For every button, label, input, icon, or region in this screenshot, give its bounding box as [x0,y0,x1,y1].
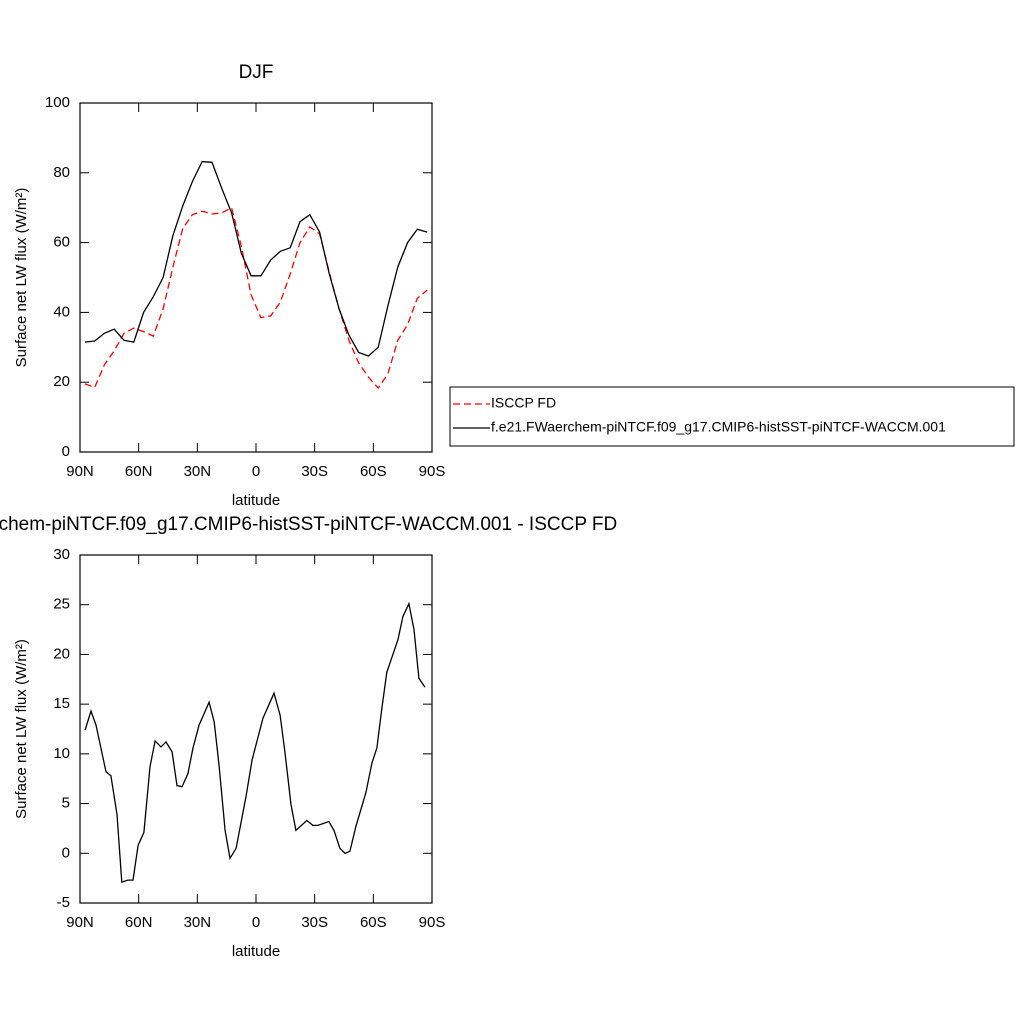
data-line [84,160,428,357]
y-tick-label: 0 [62,844,70,861]
y-tick-label: 80 [53,164,70,181]
y-axis-label: Surface net LW flux (W/m²) [13,188,30,368]
x-tick-label: 90N [66,463,94,480]
legend: ISCCP FD f.e21.FWaerchem-piNTCF.f09_g17.C… [449,386,1015,447]
y-tick-label: 20 [53,645,70,662]
y-tick-label: 100 [45,94,70,111]
x-axis-label: latitude [232,943,280,960]
x-tick-label: 60N [125,463,153,480]
y-tick-label: 0 [62,443,70,460]
chart-title: DJF [239,62,274,83]
x-tick-label: 30N [184,914,212,931]
x-tick-label: 60S [360,463,387,480]
y-tick-label: 10 [53,745,70,762]
x-tick-label: 30S [301,914,328,931]
x-tick-label: 90S [419,914,446,931]
x-tick-label: 0 [252,914,260,931]
x-tick-label: 90N [66,914,94,931]
plot-frame [79,554,433,904]
x-tick-label: 60S [360,914,387,931]
y-tick-label: 5 [62,795,70,812]
legend-label: f.e21.FWaerchem-piNTCF.f09_g17.CMIP6-his… [491,419,946,435]
x-tick-label: 60N [125,914,153,931]
x-axis-label: latitude [232,492,280,509]
y-tick-label: 30 [53,546,70,563]
x-tick-label: 90S [419,463,446,480]
y-tick-label: 20 [53,373,70,390]
legend-label: ISCCP FD [491,395,556,411]
x-tick-label: 0 [252,463,260,480]
x-tick-label: 30N [184,463,212,480]
y-tick-label: 60 [53,234,70,251]
chart-title: f.e21.FWaerchem-piNTCF.f09_g17.CMIP6-his… [0,514,617,535]
y-tick-label: 15 [53,695,70,712]
data-line [84,206,428,390]
plot-frame [79,102,433,453]
data-line [84,601,426,883]
y-tick-label: 40 [53,303,70,320]
y-axis-label: Surface net LW flux (W/m²) [13,639,30,819]
y-tick-label: -5 [57,894,70,911]
y-tick-label: 25 [53,596,70,613]
legend-box [449,386,1015,447]
x-tick-label: 30S [301,463,328,480]
